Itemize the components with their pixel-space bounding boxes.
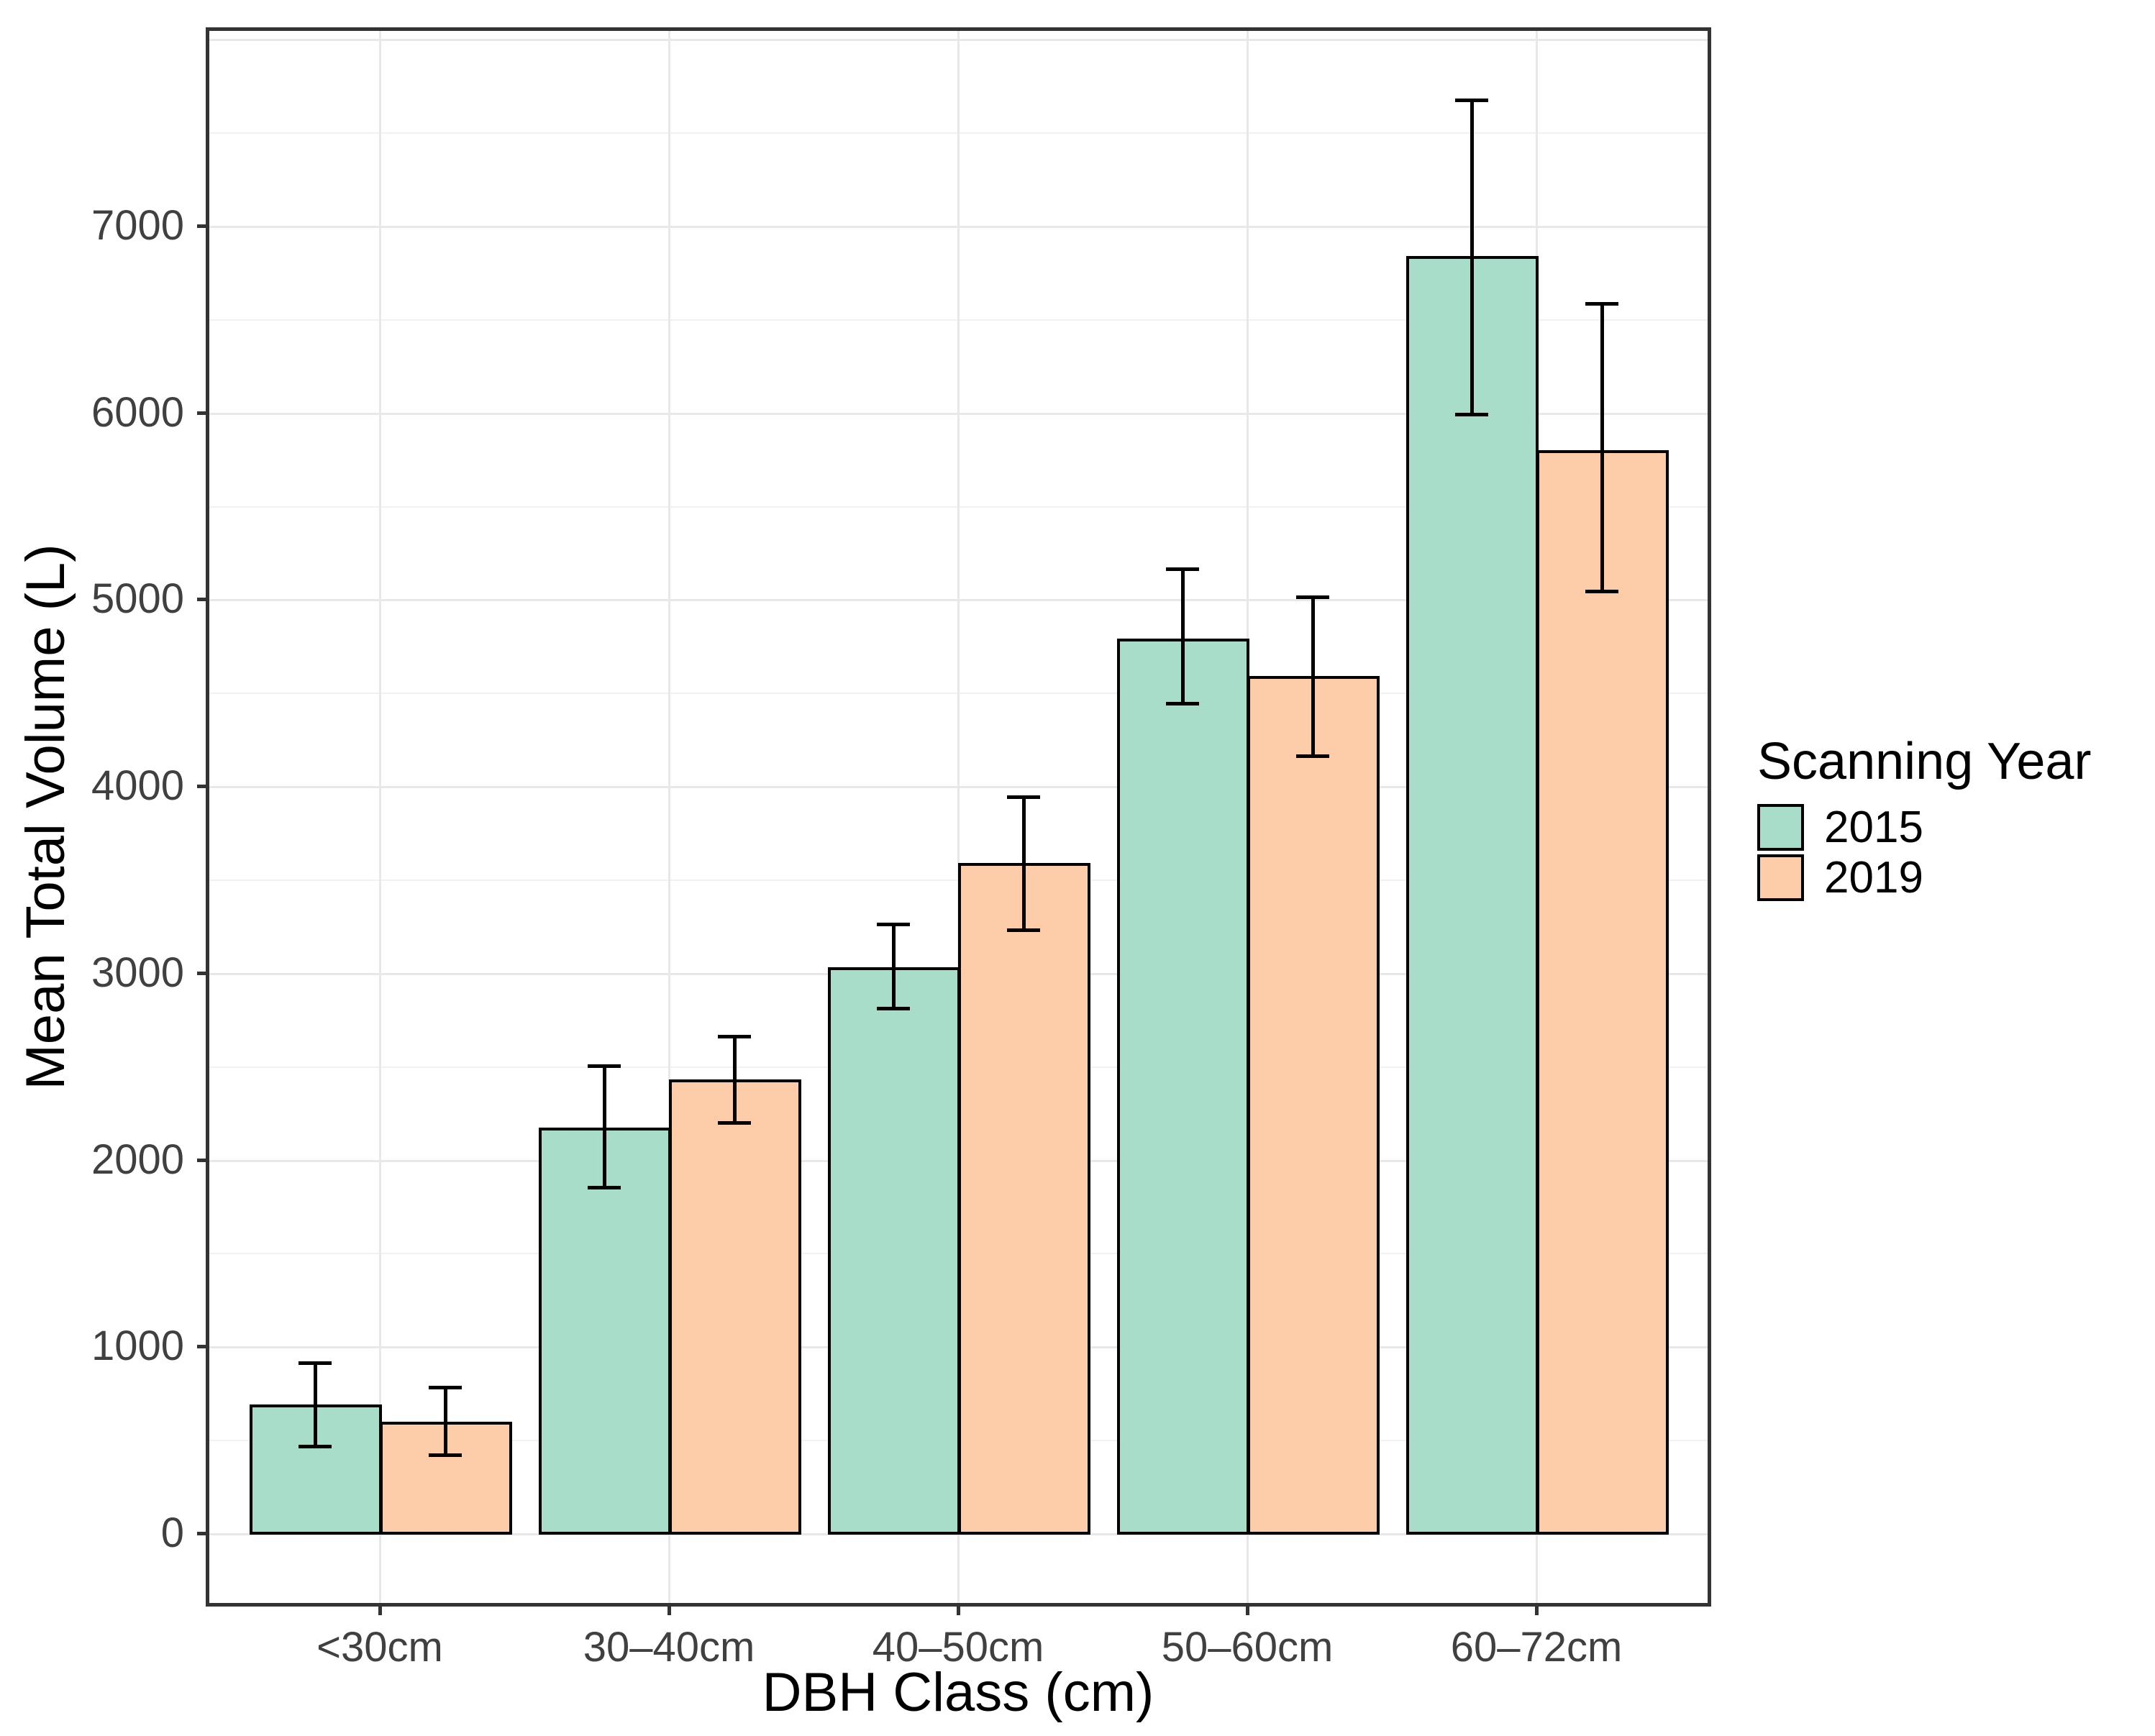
bar-2019-3 (1247, 676, 1380, 1535)
error-bar-2019-2 (1007, 795, 1040, 932)
x-tick-label: 30–40cm (583, 1624, 755, 1671)
x-axis-tick (378, 1605, 382, 1615)
error-bar-2019-3 (1296, 595, 1329, 758)
x-axis-title: DBH Class (cm) (762, 1662, 1154, 1723)
y-axis-tick (197, 224, 207, 228)
y-axis-title: Mean Total Volume (L) (15, 544, 76, 1090)
y-axis-tick (197, 1345, 207, 1348)
error-bar-2019-1 (718, 1035, 751, 1125)
legend-item-2015: 2015 (1757, 804, 2091, 851)
error-bar-stem (1600, 306, 1604, 590)
error-bar-2015-1 (588, 1064, 621, 1189)
y-tick-label: 7000 (91, 202, 184, 249)
bar-2019-1 (669, 1079, 801, 1535)
legend-items: 2015 2019 (1757, 804, 2091, 901)
x-tick-label: <30cm (316, 1624, 443, 1671)
error-bar-2015-2 (877, 923, 910, 1010)
legend-swatch (1757, 854, 1804, 901)
error-bar-stem (1470, 102, 1474, 413)
bar-2015-2 (828, 967, 960, 1535)
error-bar-stem (891, 926, 896, 1007)
y-tick-label: 6000 (91, 389, 184, 436)
legend-title: Scanning Year (1757, 733, 2092, 790)
bar-2015-4 (1406, 256, 1539, 1535)
bar-2015-3 (1117, 639, 1249, 1535)
x-axis-tick (668, 1605, 671, 1615)
legend-item-2019: 2019 (1757, 854, 2091, 901)
y-tick-label: 3000 (91, 949, 184, 996)
y-tick-label: 0 (160, 1509, 184, 1556)
x-axis-tick (957, 1605, 960, 1615)
error-bar-2015-0 (299, 1361, 332, 1448)
error-bar-2015-3 (1166, 567, 1199, 705)
error-bar-stem (313, 1365, 317, 1445)
category-gridline (379, 29, 381, 1605)
category-gridline (668, 29, 670, 1605)
y-axis-tick (197, 972, 207, 975)
legend-swatch (1757, 804, 1804, 851)
bar-2019-4 (1536, 450, 1669, 1535)
y-axis-tick (197, 1532, 207, 1535)
x-axis-tick (1246, 1605, 1249, 1615)
x-tick-label: 50–60cm (1161, 1624, 1334, 1671)
y-axis-tick (197, 785, 207, 788)
plot-panel (207, 29, 1710, 1605)
error-bar-2019-4 (1585, 302, 1618, 593)
error-bar-2015-4 (1455, 99, 1488, 416)
error-bar-stem (443, 1389, 447, 1453)
category-gridline (957, 29, 960, 1605)
error-bar-stem (1311, 599, 1315, 754)
y-tick-label: 4000 (91, 762, 184, 809)
y-tick-label: 5000 (91, 575, 184, 622)
y-axis-tick (197, 1159, 207, 1162)
y-tick-label: 2000 (91, 1136, 184, 1183)
y-axis-tick (197, 411, 207, 415)
legend: Scanning Year 2015 2019 (1757, 734, 2091, 905)
error-bar-stem (602, 1068, 606, 1186)
bar-2019-2 (958, 863, 1090, 1535)
error-bar-2019-0 (429, 1386, 462, 1457)
legend-item-label: 2015 (1824, 803, 1923, 852)
y-axis-tick (197, 598, 207, 601)
x-axis-tick (1535, 1605, 1539, 1615)
error-bar-stem (1180, 571, 1185, 702)
bar-2015-1 (539, 1128, 671, 1535)
x-tick-label: 60–72cm (1450, 1624, 1623, 1671)
legend-item-label: 2019 (1824, 853, 1923, 903)
error-bar-stem (732, 1038, 737, 1121)
x-tick-label: 40–50cm (872, 1624, 1044, 1671)
error-bar-stem (1021, 799, 1026, 928)
y-tick-label: 1000 (91, 1322, 184, 1369)
